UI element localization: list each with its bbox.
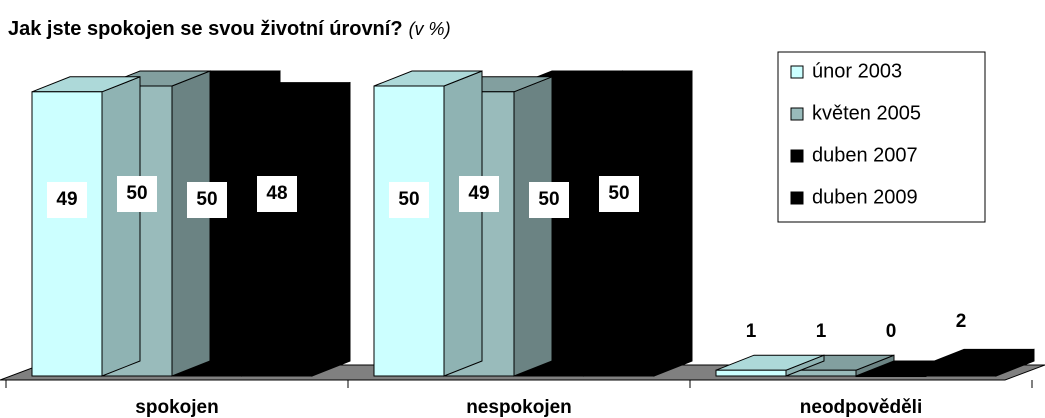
value-label-box [529,182,569,218]
legend-swatch [790,149,804,163]
legend-label: duben 2007 [812,144,918,166]
bar-side [583,70,623,377]
value-label-box [257,176,297,212]
value-label: 50 [398,189,419,210]
chart-title: Jak jste spokojen se svou životní úrovní… [8,18,451,40]
value-label-box [117,176,157,212]
bar [855,375,927,377]
bar-side [443,70,483,377]
value-label: 2 [956,311,967,332]
legend [777,51,986,223]
value-label: 1 [816,321,827,342]
title-text: Jak jste spokojen se svou životní úrovní… [8,18,403,40]
bar-side [513,76,553,377]
bar [31,91,103,377]
value-label: 50 [538,189,559,210]
bar-side [171,70,211,377]
value-label: 0 [886,321,897,342]
value-label: 1 [746,321,757,342]
bar-side [101,76,141,377]
legend-label: únor 2003 [812,60,902,82]
value-label: 49 [468,183,489,204]
bar [373,85,445,377]
value-label: 48 [266,183,287,204]
bar-side [653,70,693,377]
value-label: 50 [608,183,629,204]
value-label: 50 [126,183,147,204]
value-label: 50 [196,189,217,210]
legend-label: květen 2005 [812,102,921,124]
x-tick-label: nespokojen [466,397,572,418]
value-label-box [389,182,429,218]
subtitle: (v %) [409,19,451,39]
legend-swatch [790,65,804,79]
bar-side [241,70,281,377]
value-label: 49 [56,189,77,210]
value-label-box [459,176,499,212]
value-label-box [47,182,87,218]
bar-side [311,81,351,377]
value-label-box [599,176,639,212]
bar [715,369,787,377]
legend-label: duben 2009 [812,186,918,208]
legend-swatch [790,191,804,205]
x-tick-label: neodpověděli [800,397,922,418]
x-tick-label: spokojen [135,397,218,418]
value-label-box [187,182,227,218]
legend-swatch [790,107,804,121]
